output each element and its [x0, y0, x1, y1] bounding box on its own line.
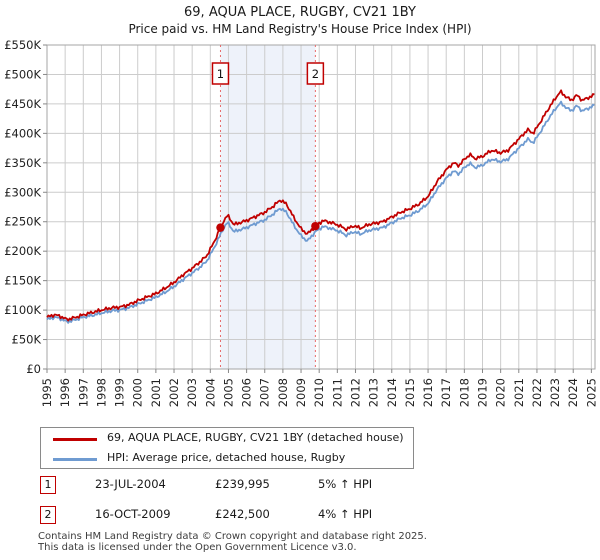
x-tick-label: 2007 — [258, 378, 272, 407]
property-price-line — [46, 89, 595, 322]
sale-1-price: £239,995 — [215, 477, 270, 491]
chart-legend: 69, AQUA PLACE, RUGBY, CV21 1BY (detache… — [40, 427, 414, 469]
x-tick-label: 2003 — [185, 378, 199, 407]
legend-item-hpi: HPI: Average price, detached house, Rugb… — [41, 450, 413, 468]
x-tick-label: 1996 — [58, 378, 72, 407]
footer-line-1: Contains HM Land Registry data © Crown c… — [38, 531, 427, 542]
sale-1-marker-dot[interactable] — [216, 223, 225, 232]
x-tick-label: 2019 — [475, 378, 489, 407]
footer-line-2: This data is licensed under the Open Gov… — [38, 542, 357, 553]
y-tick-label: £100K — [4, 303, 41, 317]
y-tick-label: £0 — [26, 362, 41, 376]
y-tick-label: £500K — [4, 67, 41, 81]
hpi-line — [46, 100, 595, 324]
gridlines — [46, 44, 595, 370]
y-tick-label: £250K — [4, 215, 41, 229]
legend-label-hpi: HPI: Average price, detached house, Rugb… — [107, 451, 346, 464]
x-tick-label: 2018 — [457, 378, 471, 407]
sale-2-hpi-delta: 4% ↑ HPI — [318, 507, 373, 521]
sale-2-date: 16-OCT-2009 — [95, 507, 171, 521]
sale-1-date: 23-JUL-2004 — [95, 477, 166, 491]
x-tick-label: 2016 — [421, 378, 435, 407]
y-tick-label: £300K — [4, 185, 41, 199]
chart-titles: 69, AQUA PLACE, RUGBY, CV21 1BY Price pa… — [0, 4, 600, 37]
sale-2-marker-label: 2 — [312, 67, 319, 81]
x-tick-label: 2004 — [203, 378, 217, 407]
y-tick-label: £400K — [4, 126, 41, 140]
between-sales-band — [220, 45, 316, 369]
sale-1-marker-box[interactable] — [211, 62, 230, 85]
x-tick-label: 2023 — [548, 378, 562, 407]
axis-ticks — [43, 44, 592, 373]
y-tick-label: £150K — [4, 274, 41, 288]
chart-area: 1 2 £0 £50K £100K £150K £200K £250K £300K £350K £4… — [0, 0, 600, 426]
x-tick-label: 2013 — [367, 378, 381, 407]
x-tick-label: 2009 — [294, 378, 308, 407]
sale-2-marker-dot[interactable] — [311, 221, 320, 231]
legend-label-property: 69, AQUA PLACE, RUGBY, CV21 1BY (detache… — [107, 431, 404, 444]
x-tick-label: 2022 — [530, 378, 544, 407]
sale-2-marker-box[interactable] — [306, 62, 325, 85]
x-tick-label: 2005 — [221, 378, 235, 407]
x-tick-label: 2012 — [348, 378, 362, 407]
x-tick-label: 2006 — [240, 378, 254, 407]
sale-2-price: £242,500 — [215, 507, 270, 521]
x-tick-label: 1998 — [94, 378, 108, 407]
y-tick-label: £50K — [12, 333, 42, 347]
x-tick-label: 2008 — [276, 378, 290, 407]
x-tick-label: 2020 — [494, 378, 508, 407]
y-tick-label: £450K — [4, 97, 41, 111]
sale-1-marker-label: 1 — [217, 67, 224, 81]
x-tick-label: 1995 — [40, 378, 54, 407]
x-tick-label: 2017 — [439, 378, 453, 407]
x-tick-label: 1997 — [76, 378, 90, 407]
sale-1-hpi-delta: 5% ↑ HPI — [318, 477, 373, 491]
x-tick-label: 2002 — [167, 378, 181, 407]
x-tick-label: 2000 — [131, 378, 145, 407]
license-footer: Contains HM Land Registry data © Crown c… — [38, 531, 427, 553]
y-tick-label: £200K — [4, 244, 41, 258]
sale-2-number-badge: 2 — [40, 506, 56, 524]
x-tick-label: 2014 — [385, 378, 399, 407]
property-line-swatch — [53, 438, 97, 441]
chart-canvas[interactable]: 1 2 £0 £50K £100K £150K £200K £250K £300K £350K £4… — [0, 0, 600, 426]
sale-1-number-badge: 1 — [40, 476, 56, 494]
x-tick-label: 2021 — [512, 378, 526, 407]
x-tick-label: 2015 — [403, 378, 417, 407]
page-title: 69, AQUA PLACE, RUGBY, CV21 1BY — [184, 5, 416, 20]
legend-item-property: 69, AQUA PLACE, RUGBY, CV21 1BY (detache… — [41, 430, 413, 448]
x-tick-label: 1999 — [113, 378, 127, 407]
y-tick-label: £350K — [4, 156, 41, 170]
plot-border — [46, 44, 596, 370]
x-tick-label: 2024 — [566, 378, 580, 407]
y-tick-label: £550K — [4, 38, 41, 52]
x-tick-label: 2011 — [330, 378, 344, 407]
x-tick-label: 2010 — [312, 378, 326, 407]
x-tick-label: 2001 — [149, 378, 163, 407]
x-tick-label: 2025 — [584, 378, 598, 407]
hpi-line-swatch — [53, 458, 97, 461]
page-subtitle: Price paid vs. HM Land Registry's House … — [128, 22, 472, 36]
